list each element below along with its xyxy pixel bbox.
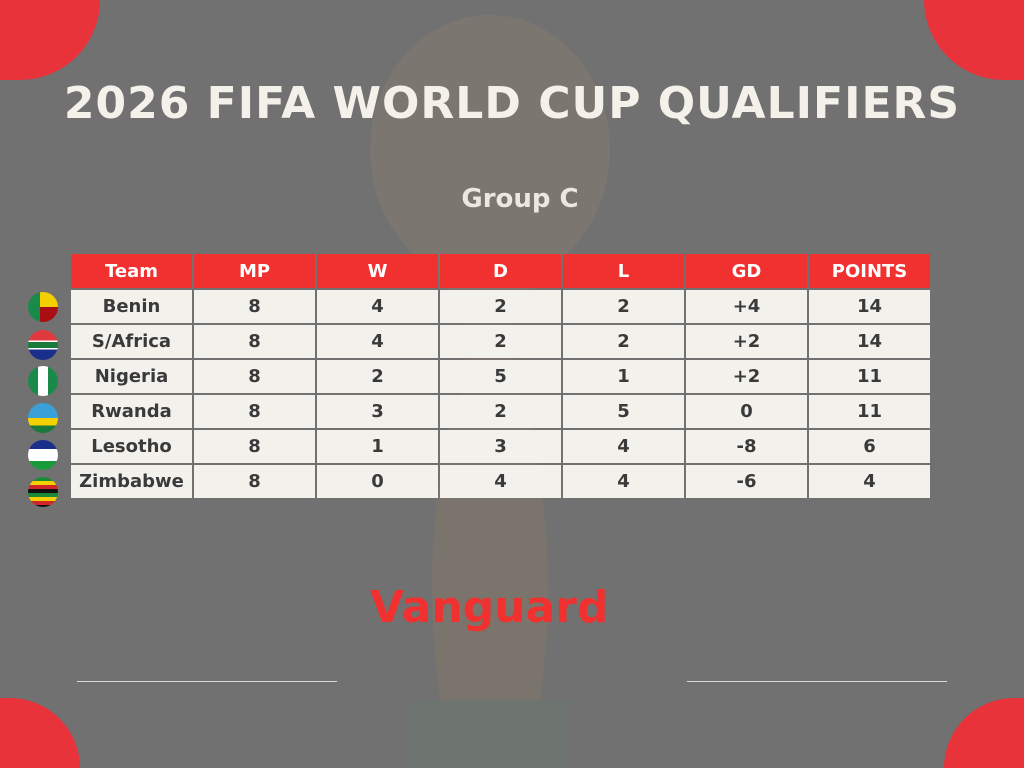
team-name: Nigeria (71, 360, 192, 393)
column-header-mp: MP (194, 254, 315, 288)
cell-l: 4 (563, 430, 684, 463)
group-label: Group C (461, 184, 579, 214)
cell-mp: 8 (194, 395, 315, 428)
corner-decoration-tr (924, 0, 1024, 80)
cell-points: 4 (809, 465, 930, 498)
cell-l: 5 (563, 395, 684, 428)
cell-mp: 8 (194, 430, 315, 463)
cell-gd: -8 (686, 430, 807, 463)
corner-decoration-br (944, 698, 1024, 768)
team-name: Rwanda (71, 395, 192, 428)
cell-points: 11 (809, 360, 930, 393)
column-header-d: D (440, 254, 561, 288)
cell-w: 0 (317, 465, 438, 498)
table-row: Benin 8 4 2 2 +4 14 (71, 290, 930, 323)
table-row: Lesotho 8 1 3 4 -8 6 (71, 430, 930, 463)
divider-right (687, 681, 947, 682)
cell-mp: 8 (194, 360, 315, 393)
cell-w: 4 (317, 290, 438, 323)
brand-logo: Vanguard (370, 582, 609, 633)
cell-w: 2 (317, 360, 438, 393)
column-header-l: L (563, 254, 684, 288)
table-row: Zimbabwe 8 0 4 4 -6 4 (71, 465, 930, 498)
cell-points: 14 (809, 290, 930, 323)
flag-south-africa (28, 330, 58, 360)
flag-nigeria (28, 366, 58, 396)
cell-l: 1 (563, 360, 684, 393)
flag-zimbabwe (28, 477, 58, 507)
column-header-team: Team (71, 254, 192, 288)
page-title: 2026 FIFA WORLD CUP QUALIFIERS (63, 78, 961, 129)
team-name: S/Africa (71, 325, 192, 358)
flag-benin (28, 292, 58, 322)
column-header-gd: GD (686, 254, 807, 288)
cell-mp: 8 (194, 325, 315, 358)
cell-gd: +4 (686, 290, 807, 323)
cell-w: 1 (317, 430, 438, 463)
cell-d: 2 (440, 395, 561, 428)
table-row: Rwanda 8 3 2 5 0 11 (71, 395, 930, 428)
flag-lesotho (28, 440, 58, 470)
cell-w: 4 (317, 325, 438, 358)
cell-d: 3 (440, 430, 561, 463)
cell-points: 6 (809, 430, 930, 463)
column-header-points: POINTS (809, 254, 930, 288)
team-name: Lesotho (71, 430, 192, 463)
cell-w: 3 (317, 395, 438, 428)
cell-points: 14 (809, 325, 930, 358)
corner-decoration-tl (0, 0, 100, 80)
flag-rwanda (28, 403, 58, 433)
cell-mp: 8 (194, 465, 315, 498)
cell-points: 11 (809, 395, 930, 428)
cell-mp: 8 (194, 290, 315, 323)
cell-gd: -6 (686, 465, 807, 498)
divider-left (77, 681, 337, 682)
table-row: Nigeria 8 2 5 1 +2 11 (71, 360, 930, 393)
standings-table: Team MP W D L GD POINTS Benin 8 4 2 2 +4 14 S/Africa 8… (69, 252, 932, 500)
cell-d: 5 (440, 360, 561, 393)
table-row: S/Africa 8 4 2 2 +2 14 (71, 325, 930, 358)
corner-decoration-bl (0, 698, 80, 768)
cell-l: 2 (563, 325, 684, 358)
cell-gd: 0 (686, 395, 807, 428)
table-header-row: Team MP W D L GD POINTS (71, 254, 930, 288)
cell-d: 2 (440, 325, 561, 358)
cell-l: 4 (563, 465, 684, 498)
cell-l: 2 (563, 290, 684, 323)
cell-gd: +2 (686, 325, 807, 358)
cell-d: 4 (440, 465, 561, 498)
team-name: Benin (71, 290, 192, 323)
cell-d: 2 (440, 290, 561, 323)
column-header-w: W (317, 254, 438, 288)
cell-gd: +2 (686, 360, 807, 393)
team-name: Zimbabwe (71, 465, 192, 498)
